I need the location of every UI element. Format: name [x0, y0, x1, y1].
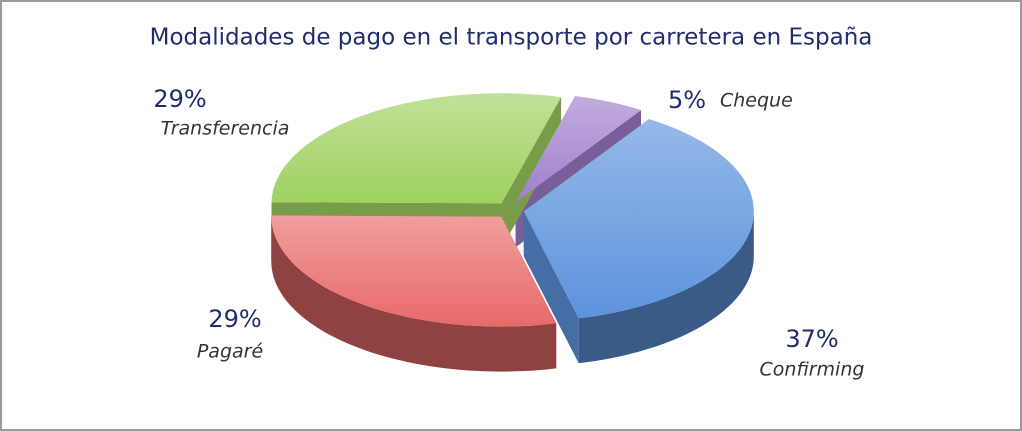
slice-wall: [271, 216, 557, 372]
category-label: Pagaré: [197, 341, 263, 363]
category-label: Transferencia: [161, 118, 290, 140]
category-label: Cheque: [720, 90, 793, 112]
slice-highlight: [271, 93, 562, 204]
pie: [271, 93, 754, 372]
category-label: Confirming: [760, 359, 865, 381]
slice-highlight: [515, 96, 641, 203]
slice-highlight: [523, 119, 754, 319]
slice-highlight: [271, 215, 557, 327]
slice-side: [501, 97, 562, 249]
value-label: 37%: [785, 325, 838, 353]
value-label: 29%: [208, 305, 261, 333]
value-label: 29%: [153, 85, 206, 113]
slice-side: [523, 211, 579, 364]
chart-title: Modalidades de pago en el transporte por…: [150, 25, 873, 51]
labels: 5% Cheque 37% Confirming 29% Pagaré 29% Transfe…: [153, 85, 864, 381]
value-label: 5%: [668, 86, 706, 114]
slice-wall: [578, 211, 754, 364]
